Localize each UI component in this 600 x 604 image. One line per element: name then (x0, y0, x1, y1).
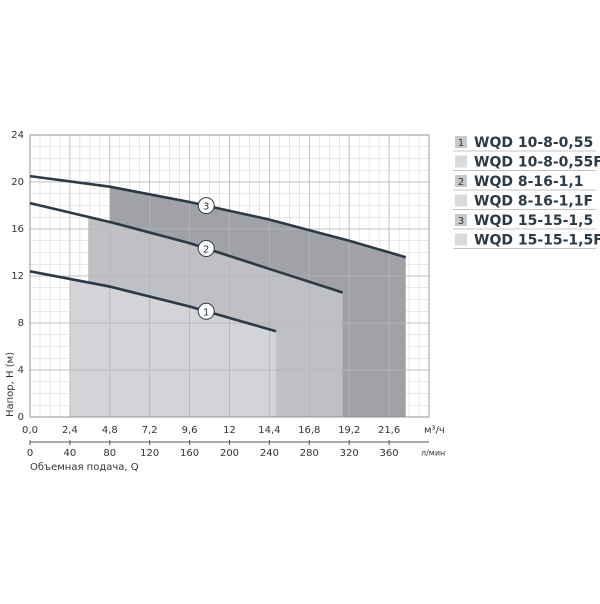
x2-tick-label: 360 (380, 448, 399, 459)
legend-number: 2 (458, 177, 464, 188)
curve-badge (197, 239, 215, 257)
x-tick-label: 19,2 (338, 425, 360, 436)
legend-label: WQD 10-8-0,55 (474, 135, 593, 151)
legend-swatch (455, 136, 467, 148)
y-tick-label: 20 (11, 177, 24, 188)
curve (29, 270, 277, 333)
x-tick-label: 16,8 (298, 425, 320, 436)
plot-area (29, 134, 430, 418)
legend-label: WQD 15-15-1,5 (474, 213, 593, 229)
operating-area (69, 278, 277, 417)
curve-number: 2 (203, 244, 209, 255)
x-tick-label: 21,6 (378, 425, 400, 436)
y-tick-label: 0 (18, 412, 24, 423)
curve-number: 3 (203, 202, 209, 213)
x2-tick-label: 40 (64, 448, 77, 459)
x2-tick-label: 80 (103, 448, 116, 459)
legend-number: 3 (458, 216, 464, 227)
x2-tick-label: 240 (260, 448, 279, 459)
legend-label: WQD 8-16-1,1F (474, 194, 593, 210)
legend-swatch (455, 194, 467, 207)
legend-swatch (455, 155, 467, 168)
x-tick-label: 4,8 (102, 425, 118, 436)
x2-tick-label: 0 (27, 448, 33, 459)
legend-swatch (455, 233, 467, 246)
x2-tick-label: 160 (180, 448, 199, 459)
x-tick-label: 14,4 (258, 425, 280, 436)
y-tick-label: 8 (18, 318, 24, 329)
x-unit: м³/ч (424, 425, 445, 436)
y-tick-label: 12 (11, 271, 24, 282)
x2-unit: л/мин (421, 449, 445, 458)
legend-swatch (455, 214, 467, 226)
y-tick-label: 16 (11, 224, 24, 235)
x2-tick-label: 280 (300, 448, 319, 459)
legend-label: WQD 8-16-1,1 (474, 174, 583, 190)
plot-border (29, 134, 430, 418)
curve-number: 1 (203, 307, 209, 318)
legend-label: WQD 15-15-1,5F (474, 233, 600, 249)
legend-number: 1 (458, 138, 464, 149)
curve-badge (197, 302, 215, 320)
x-tick-label: 7,2 (142, 425, 158, 436)
x2-tick-label: 120 (140, 448, 159, 459)
x-tick-label: 12 (223, 425, 236, 436)
curve-badge (197, 197, 215, 215)
x2-tick-label: 200 (220, 448, 239, 459)
x-tick-label: 2,4 (62, 425, 78, 436)
y-tick-label: 24 (11, 130, 24, 141)
y-axis-label: Напор, H (м) (5, 352, 16, 417)
x-tick-label: 9,6 (182, 425, 198, 436)
curve (29, 201, 343, 294)
x2-tick-label: 320 (340, 448, 359, 459)
legend-swatch (455, 175, 467, 187)
legend-label: WQD 10-8-0,55F (474, 155, 600, 171)
x-tick-label: 0,0 (22, 425, 38, 436)
y-tick-label: 4 (18, 365, 24, 376)
curve (29, 174, 407, 259)
x2-axis-label: Объемная подача, Q (30, 462, 139, 473)
